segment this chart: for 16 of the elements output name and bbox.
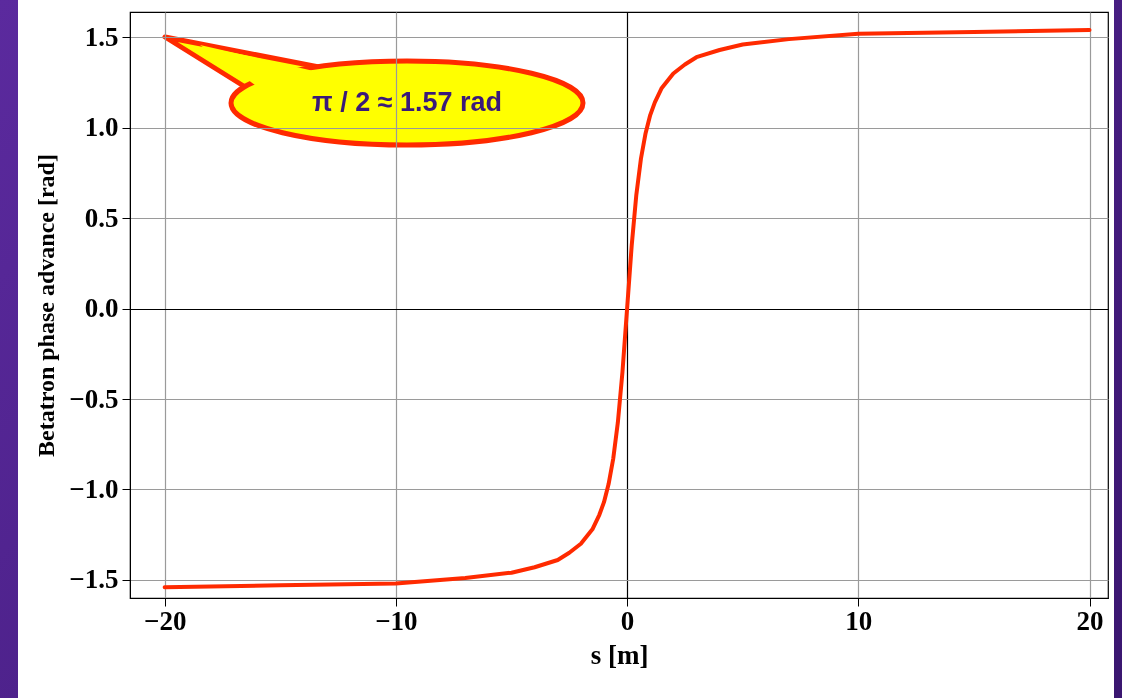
x-tick-label: −20	[143, 605, 187, 636]
y-tick-label: 1.5	[84, 21, 119, 52]
x-tick-label: 0	[620, 605, 635, 636]
y-tick-label: −1.5	[69, 564, 119, 595]
annotation: π / 2 ≈ 1.57 rad	[311, 87, 503, 117]
y-axis-title: Betatron phase advance [rad]	[33, 154, 60, 457]
y-tick-label: 1.0	[84, 112, 119, 143]
y-tick-label: −1.0	[69, 473, 119, 504]
y-tick-label: −0.5	[69, 383, 119, 414]
y-tick-label: 0.0	[84, 293, 119, 324]
line-series	[162, 28, 1092, 590]
x-tick-label: 10	[845, 605, 873, 636]
x-axis-title: s [m]	[590, 639, 649, 670]
y-tick-label: 0.5	[84, 202, 119, 233]
x-tick-label: −10	[375, 605, 418, 636]
x-tick-label: 20	[1076, 605, 1104, 636]
